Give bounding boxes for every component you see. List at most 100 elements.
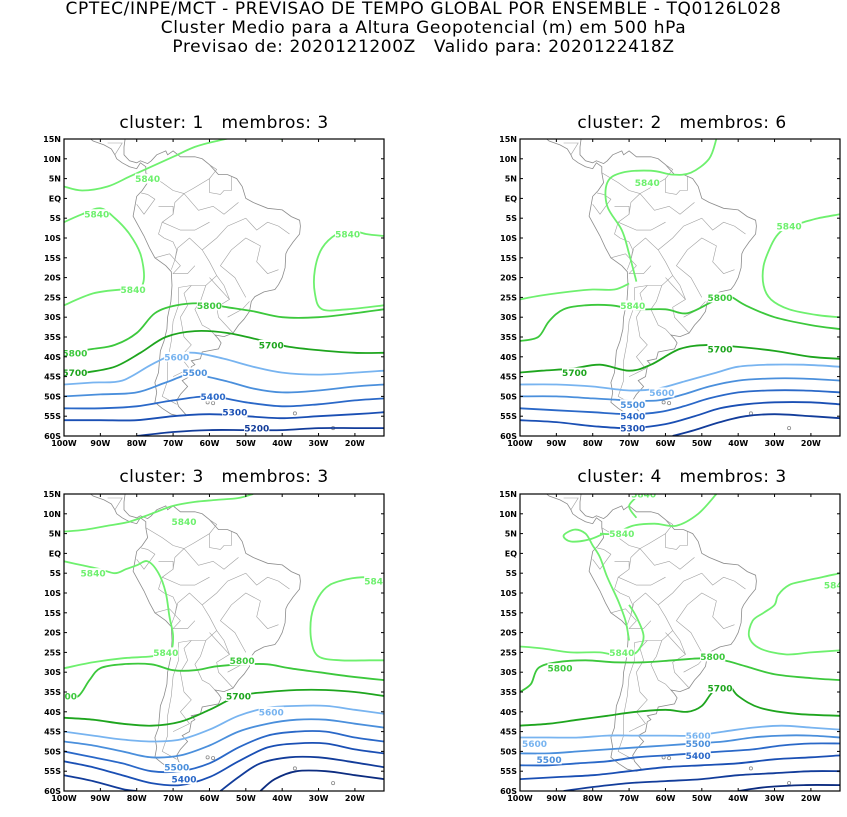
y-tick-label: 15N (499, 135, 517, 144)
map-panel-cluster-1: 5840 5840 5840 5840 5800 5800 5700 5700 5600 5500… (43, 135, 385, 448)
island-outline (667, 401, 672, 406)
country-border (216, 275, 234, 334)
x-tick-label: 50W (236, 794, 256, 803)
contour-label: 800 (58, 692, 77, 702)
contour-label: 5840 (153, 649, 178, 659)
contour-label: 5800 (547, 665, 572, 675)
country-border (628, 285, 648, 377)
country-border (174, 237, 218, 288)
y-tick-label: 50S (500, 392, 517, 401)
contour-5840 (309, 576, 384, 662)
contour-5700 (520, 683, 840, 727)
contour-5500 (64, 373, 384, 398)
island-outline (205, 755, 210, 760)
contour-5800 (64, 662, 384, 701)
panel-title-cluster-4: cluster: 4 membros: 3 (577, 467, 787, 487)
x-tick-label: 20W (345, 439, 365, 448)
y-tick-label: 40S (44, 708, 61, 717)
contour-5840 (64, 139, 283, 192)
contour-label: 5840 (609, 649, 634, 659)
y-tick-label: 10S (500, 234, 517, 243)
contour-label-bg (258, 339, 284, 350)
country-border (618, 576, 666, 586)
contour-label-bg (120, 284, 146, 295)
country-border (592, 192, 612, 215)
country-border (614, 206, 630, 215)
contour-label: 5600 (522, 740, 547, 750)
island-outline (748, 766, 753, 771)
contour-label: 5700 (562, 369, 587, 379)
y-tick-label: 5N (505, 530, 517, 539)
country-border (194, 640, 216, 691)
contour-label-bg (335, 229, 361, 240)
y-tick-label: 20S (500, 629, 517, 638)
island-outline (292, 411, 297, 416)
x-tick-label: 80W (127, 439, 147, 448)
contour-label: 5840 (620, 302, 645, 312)
contour-label-bg (229, 655, 255, 666)
country-border (209, 176, 232, 195)
x-tick-label: 70W (163, 794, 183, 803)
contour-label: 5800 (62, 349, 87, 359)
x-tick-label: 30W (309, 439, 329, 448)
map-panel-cluster-2: 5840 5840 5840 5800 5700 5700 5600 5500 5400 5300… (499, 135, 841, 448)
contour-5800 (520, 294, 840, 342)
y-tick-label: 45S (500, 373, 517, 382)
country-border (610, 608, 652, 629)
contour-label: 5800 (707, 294, 732, 304)
x-tick-label: 70W (619, 439, 639, 448)
contour-label: 5700 (707, 345, 732, 355)
contour-5840 (64, 560, 175, 670)
contour-5840 (604, 139, 718, 282)
contour-label: 5840 (364, 578, 389, 588)
country-border (154, 253, 196, 274)
panel-title-cluster-2: cluster: 2 membros: 6 (577, 113, 787, 133)
contour-5400 (64, 395, 384, 410)
contour-label-bg (685, 738, 711, 749)
x-tick-label: 30W (765, 794, 785, 803)
contour-5500 (520, 734, 840, 755)
panel-title-cluster-1: cluster: 1 membros: 3 (119, 113, 329, 133)
x-tick-label: 50W (692, 794, 712, 803)
country-border (209, 277, 230, 300)
country-border (136, 547, 156, 570)
contour-label: 5300 (222, 409, 247, 419)
contour-5840 (761, 213, 840, 319)
contour-label: 5600 (686, 732, 711, 742)
country-border (136, 192, 156, 215)
contour-label: 5800 (700, 653, 725, 663)
contour-label-bg (823, 580, 840, 591)
contour-label-bg (631, 494, 657, 499)
country-border (216, 630, 234, 689)
contour-label: 5200 (244, 425, 269, 435)
contour-label-bg (153, 647, 179, 658)
map-frame (63, 138, 385, 437)
contour-5840 (64, 207, 145, 307)
x-tick-label: 60W (199, 794, 219, 803)
country-border (658, 572, 746, 606)
contour-label: 5840 (609, 530, 634, 540)
coastline (546, 139, 757, 417)
contour-5300 (520, 401, 840, 430)
contour-5600 (520, 363, 840, 392)
country-border (219, 592, 279, 653)
panel-title-cluster-3: cluster: 3 membros: 3 (119, 467, 329, 487)
contour-label-bg (258, 706, 284, 717)
y-tick-label: 15N (499, 490, 517, 499)
y-tick-label: 15N (43, 135, 61, 144)
y-tick-label: 5S (506, 569, 518, 578)
x-tick-label: 50W (236, 439, 256, 448)
country-border (158, 206, 174, 215)
contour-label: 5400 (171, 776, 196, 786)
contour-label-bg (171, 516, 197, 527)
contour-5600 (520, 724, 840, 739)
contour-label-bg (685, 750, 711, 761)
x-tick-label: 70W (619, 794, 639, 803)
island-outline (211, 401, 216, 406)
y-tick-label: 35S (500, 333, 517, 342)
contour-5400 (520, 389, 840, 416)
country-border (158, 193, 185, 270)
x-tick-label: 100W (51, 439, 77, 448)
y-tick-label: EQ (505, 194, 517, 203)
